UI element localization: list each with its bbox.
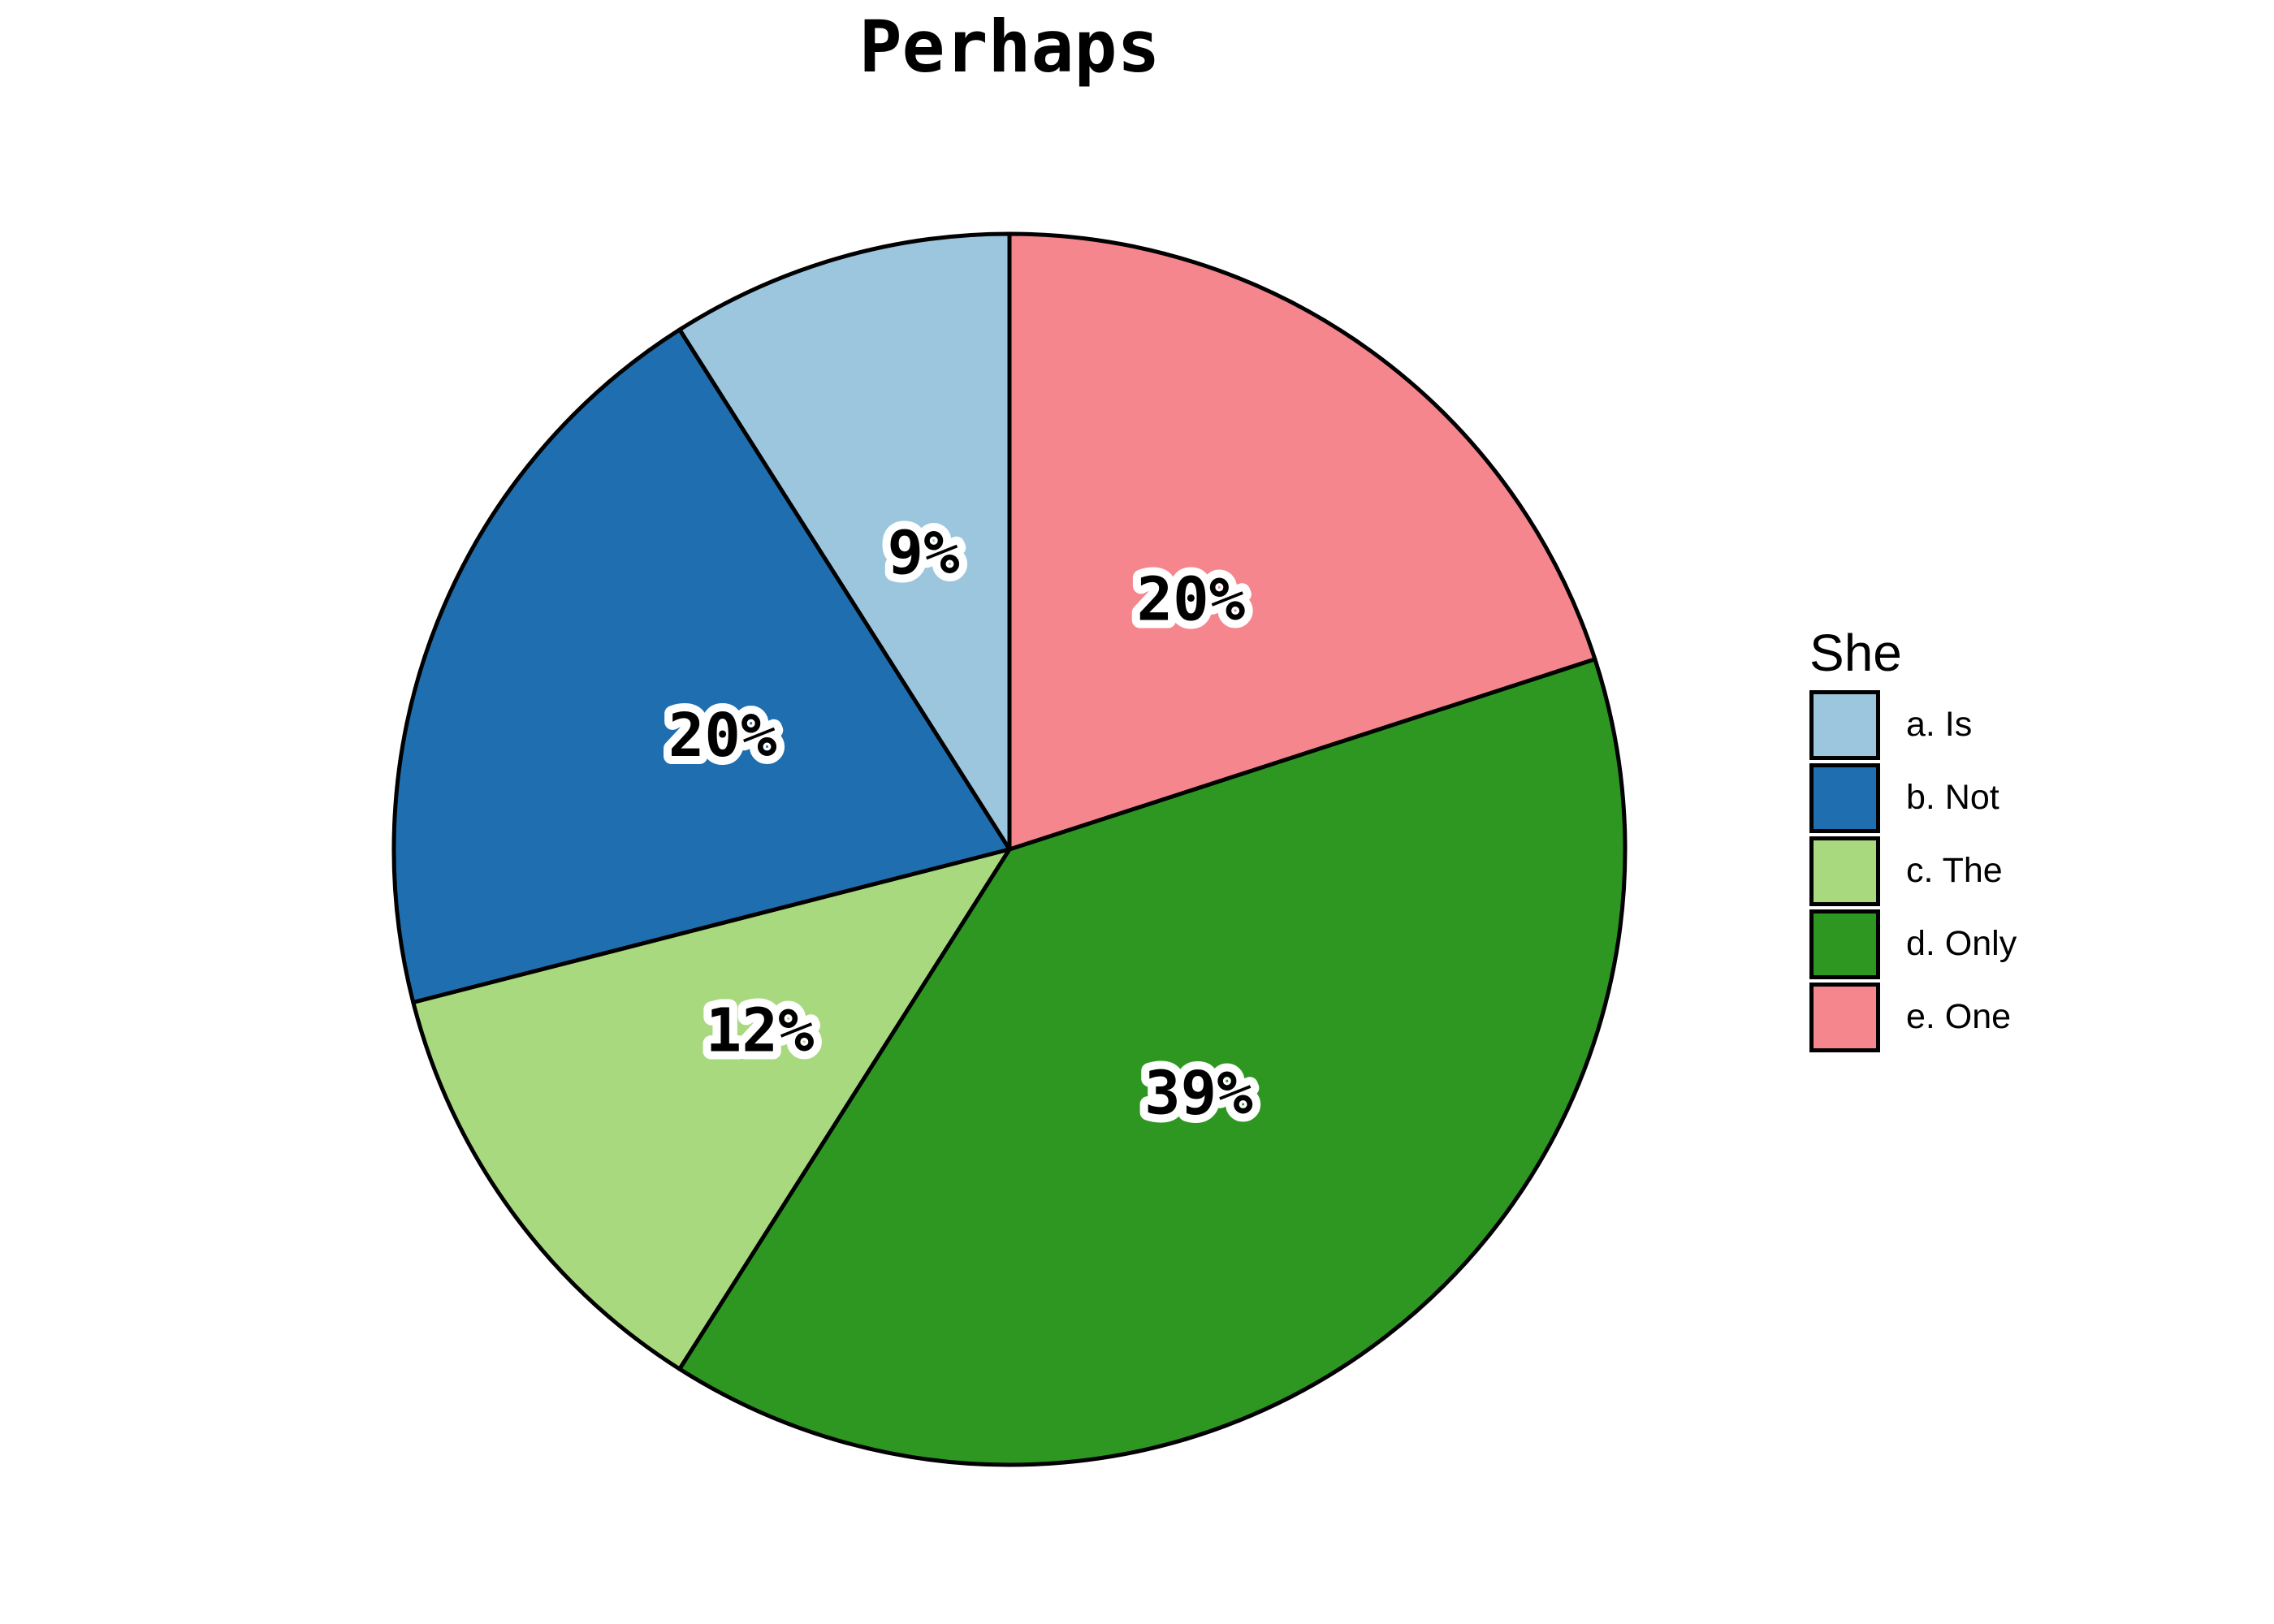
legend-item: a. Is <box>1809 689 2017 760</box>
legend-label: a. Is <box>1906 705 1973 745</box>
legend-items: a. Is b. Not c. The d. Only e. One <box>1809 689 2017 1052</box>
pie-slice-e-one <box>1007 231 1597 852</box>
legend-item: b. Not <box>1809 762 2017 833</box>
pie-slice-c-the <box>411 847 1012 1371</box>
pie-slice-b-not <box>391 327 1012 1004</box>
pie-slice-a-is <box>677 231 1012 852</box>
legend-title: She <box>1809 624 1902 682</box>
legend-item: c. The <box>1809 836 2017 906</box>
slice-percentage-label: 20% <box>1137 565 1246 635</box>
legend-label: e. One <box>1906 997 2012 1037</box>
legend-swatch <box>1809 689 1880 760</box>
legend-swatch <box>1809 909 1880 979</box>
legend-item: e. One <box>1809 982 2017 1052</box>
slice-percentage-label: 20% <box>668 701 777 771</box>
slice-percentage-label: 39% <box>1144 1058 1253 1128</box>
legend-label: d. Only <box>1906 924 2017 964</box>
legend-swatch <box>1809 836 1880 906</box>
chart-title: Perhaps <box>858 5 1161 89</box>
legend-swatch <box>1809 982 1880 1052</box>
legend-item: d. Only <box>1809 909 2017 979</box>
legend-swatch <box>1809 762 1880 833</box>
pie-slice-d-only <box>677 657 1628 1467</box>
slice-percentage-label: 9% <box>887 518 960 588</box>
legend-label: b. Not <box>1906 778 1999 818</box>
legend: She a. Is b. Not c. The d. Only e. One <box>1809 624 2017 1056</box>
legend-label: c. The <box>1906 851 2003 891</box>
slice-percentage-label: 12% <box>706 996 815 1065</box>
